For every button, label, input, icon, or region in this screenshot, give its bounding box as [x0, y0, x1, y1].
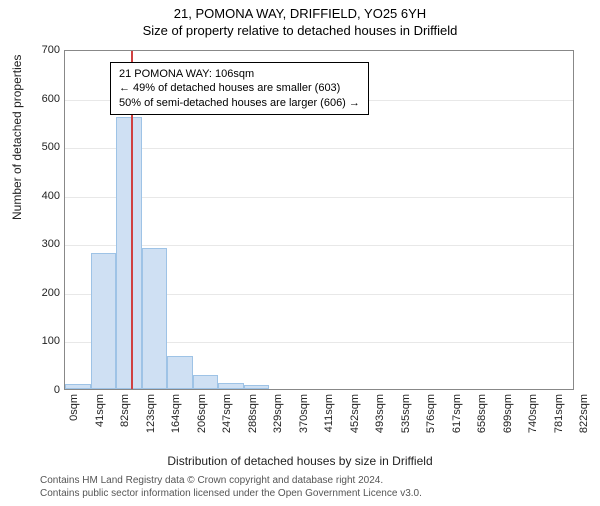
footer-line-1: Contains HM Land Registry data © Crown c…: [40, 475, 422, 488]
x-tick-label: 493sqm: [374, 394, 386, 454]
y-tick-label: 600: [30, 93, 60, 105]
histogram-bar: [91, 253, 117, 389]
x-tick-label: 0sqm: [68, 394, 80, 454]
x-tick-label: 164sqm: [170, 394, 182, 454]
footer-line-2: Contains public sector information licen…: [40, 488, 422, 501]
y-tick-label: 100: [30, 335, 60, 347]
x-tick-label: 781sqm: [553, 394, 565, 454]
x-tick-label: 740sqm: [527, 394, 539, 454]
histogram-bar: [193, 375, 219, 389]
x-tick-label: 206sqm: [196, 394, 208, 454]
histogram-bar: [65, 384, 91, 389]
histogram-bar: [167, 356, 193, 389]
x-tick-label: 535sqm: [400, 394, 412, 454]
y-tick-label: 500: [30, 141, 60, 153]
histogram-bar: [142, 248, 168, 389]
page-subtitle: Size of property relative to detached ho…: [0, 23, 600, 38]
x-tick-label: 288sqm: [247, 394, 259, 454]
y-tick-label: 400: [30, 190, 60, 202]
annotation-line: 50% of semi-detached houses are larger (…: [119, 96, 360, 110]
x-tick-label: 123sqm: [145, 394, 157, 454]
x-tick-label: 370sqm: [298, 394, 310, 454]
histogram-bar: [218, 383, 244, 389]
annotation-box: 21 POMONA WAY: 106sqm← 49% of detached h…: [110, 62, 369, 115]
y-tick-label: 0: [30, 384, 60, 396]
x-tick-label: 411sqm: [323, 394, 335, 454]
x-tick-label: 617sqm: [451, 394, 463, 454]
x-tick-label: 41sqm: [94, 394, 106, 454]
x-tick-label: 82sqm: [119, 394, 131, 454]
x-tick-label: 576sqm: [425, 394, 437, 454]
histogram-bar: [244, 385, 270, 389]
annotation-line: ← 49% of detached houses are smaller (60…: [119, 81, 360, 95]
x-tick-label: 247sqm: [221, 394, 233, 454]
x-tick-label: 329sqm: [272, 394, 284, 454]
x-axis-label: Distribution of detached houses by size …: [0, 454, 600, 468]
histogram-bar: [116, 117, 142, 389]
y-tick-label: 700: [30, 44, 60, 56]
footer-attribution: Contains HM Land Registry data © Crown c…: [40, 475, 422, 500]
annotation-line: 21 POMONA WAY: 106sqm: [119, 67, 360, 81]
y-tick-label: 200: [30, 287, 60, 299]
page-title: 21, POMONA WAY, DRIFFIELD, YO25 6YH: [0, 6, 600, 21]
y-axis-label: Number of detached properties: [10, 55, 24, 220]
x-tick-label: 658sqm: [476, 394, 488, 454]
x-tick-label: 699sqm: [502, 394, 514, 454]
x-tick-label: 452sqm: [349, 394, 361, 454]
y-tick-label: 300: [30, 238, 60, 250]
x-tick-label: 822sqm: [578, 394, 590, 454]
